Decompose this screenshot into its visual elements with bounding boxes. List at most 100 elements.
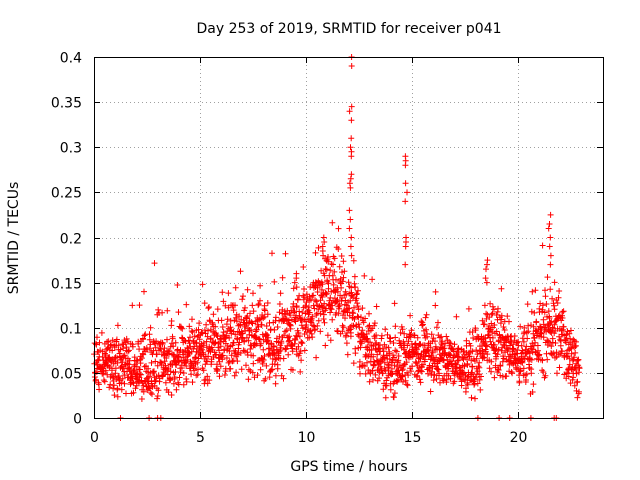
data-point (354, 300, 361, 307)
data-point (542, 293, 549, 300)
data-point (401, 330, 408, 337)
data-point (173, 386, 180, 393)
data-point (271, 278, 278, 285)
data-point (285, 351, 292, 358)
data-point (189, 379, 196, 386)
data-point (392, 334, 399, 341)
data-point (348, 171, 355, 178)
data-point (330, 281, 337, 288)
data-point (319, 281, 326, 288)
data-point (551, 306, 558, 313)
data-point (413, 346, 420, 353)
data-point (493, 328, 500, 335)
data-point (458, 382, 465, 389)
data-point (234, 335, 240, 342)
data-point (155, 387, 162, 394)
data-point (102, 352, 109, 358)
data-point (194, 371, 201, 378)
data-point (199, 346, 206, 353)
data-point (254, 357, 261, 364)
data-point (277, 347, 284, 354)
y-tick-label: 0.4 (60, 51, 82, 67)
data-point (393, 348, 400, 355)
data-point (178, 365, 185, 371)
data-point (98, 329, 105, 336)
data-point (454, 357, 461, 364)
data-point (183, 301, 190, 308)
data-point (409, 363, 416, 370)
data-point (547, 319, 554, 326)
data-point (482, 275, 489, 282)
data-point (417, 367, 424, 374)
data-point (292, 337, 299, 343)
data-point (237, 268, 244, 275)
data-point (114, 393, 121, 400)
data-point (232, 331, 239, 338)
data-point (362, 315, 369, 322)
data-point (168, 392, 175, 398)
data-point (119, 375, 126, 382)
data-point (315, 317, 322, 324)
data-point (234, 336, 241, 343)
data-point (230, 307, 237, 314)
data-point (371, 335, 378, 342)
data-point (546, 221, 553, 227)
data-point (118, 379, 125, 386)
data-point (400, 378, 406, 385)
data-point (382, 394, 389, 401)
data-point (334, 296, 341, 303)
data-point (470, 335, 477, 341)
data-point (249, 302, 256, 309)
data-point (287, 312, 294, 319)
data-point (210, 311, 217, 318)
data-point (147, 324, 154, 331)
data-point (556, 288, 563, 294)
data-point (545, 308, 552, 315)
data-point (551, 321, 558, 328)
data-point (329, 316, 336, 323)
data-point (328, 306, 335, 313)
chart-title: Day 253 of 2019, SRMTID for receiver p04… (196, 21, 501, 37)
data-point (138, 355, 145, 362)
data-point (518, 342, 525, 349)
data-point (126, 347, 132, 354)
data-point (554, 300, 561, 306)
data-point (327, 337, 334, 344)
data-point (401, 346, 408, 353)
data-point (306, 309, 313, 316)
data-point (440, 345, 447, 352)
data-point (495, 346, 502, 353)
data-point (495, 305, 501, 312)
data-point (369, 276, 376, 283)
data-point (245, 376, 252, 383)
data-point (138, 371, 145, 378)
data-point (463, 337, 470, 344)
data-point (233, 369, 240, 376)
data-point (497, 363, 504, 369)
data-point (530, 381, 537, 388)
data-point (312, 249, 319, 256)
data-point (574, 394, 581, 401)
data-point (543, 350, 550, 357)
data-point (161, 358, 168, 365)
data-point (110, 378, 117, 384)
data-point (247, 310, 253, 317)
data-point (501, 327, 508, 333)
data-point (272, 356, 279, 363)
data-point (481, 302, 488, 309)
data-point (349, 309, 356, 316)
data-point (532, 339, 539, 346)
x-tick-label: 10 (298, 430, 316, 446)
data-point (306, 304, 312, 311)
data-point (517, 323, 524, 330)
data-point (269, 366, 276, 373)
data-point (214, 306, 221, 313)
data-point (399, 366, 406, 373)
data-point (566, 355, 573, 362)
data-point (164, 336, 170, 343)
data-point (456, 364, 463, 371)
data-point (407, 334, 414, 341)
data-point (560, 308, 567, 315)
data-point (483, 279, 490, 286)
data-point (166, 347, 173, 354)
